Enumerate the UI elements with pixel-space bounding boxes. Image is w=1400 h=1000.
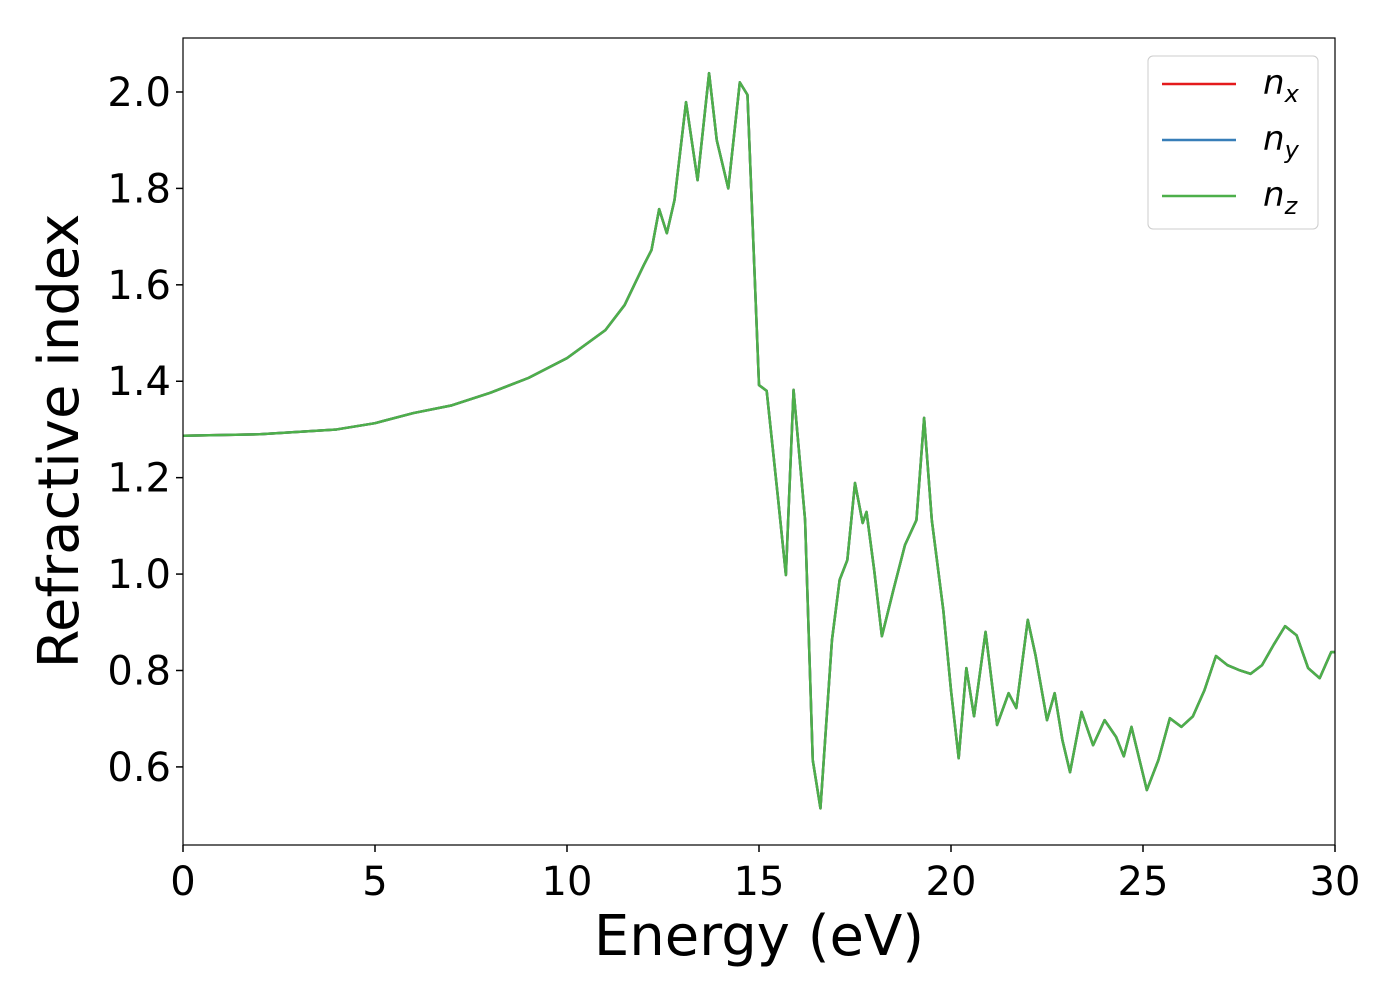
y-tick-label: 1.6: [107, 263, 171, 309]
x-tick-label: 25: [1118, 859, 1169, 905]
y-tick-label: 2.0: [107, 70, 171, 116]
y-tick-label: 1.4: [107, 359, 171, 405]
y-tick-label: 0.6: [107, 745, 171, 791]
legend-box: [1147, 55, 1319, 230]
x-axis-label: Energy (eV): [594, 904, 924, 969]
legend-label: nx: [1263, 63, 1300, 108]
legend-label: nz: [1263, 175, 1299, 220]
x-tick-label: 5: [362, 859, 387, 905]
x-tick-label: 15: [734, 859, 785, 905]
y-axis-label: Refractive index: [27, 214, 92, 669]
y-tick-label: 1.8: [107, 166, 171, 212]
data-line: [182, 71, 1335, 810]
x-tick-label: 30: [1310, 859, 1361, 905]
plot-frame: [182, 37, 1336, 846]
x-tick-label: 0: [170, 859, 195, 905]
y-tick-label: 1.0: [107, 552, 171, 598]
x-tick-label: 10: [542, 859, 593, 905]
x-tick-label: 20: [926, 859, 977, 905]
legend-label: ny: [1263, 119, 1300, 164]
legend: nx ny nz: [1147, 55, 1319, 230]
y-tick-label: 0.8: [107, 648, 171, 694]
y-tick-label: 1.2: [107, 456, 171, 502]
